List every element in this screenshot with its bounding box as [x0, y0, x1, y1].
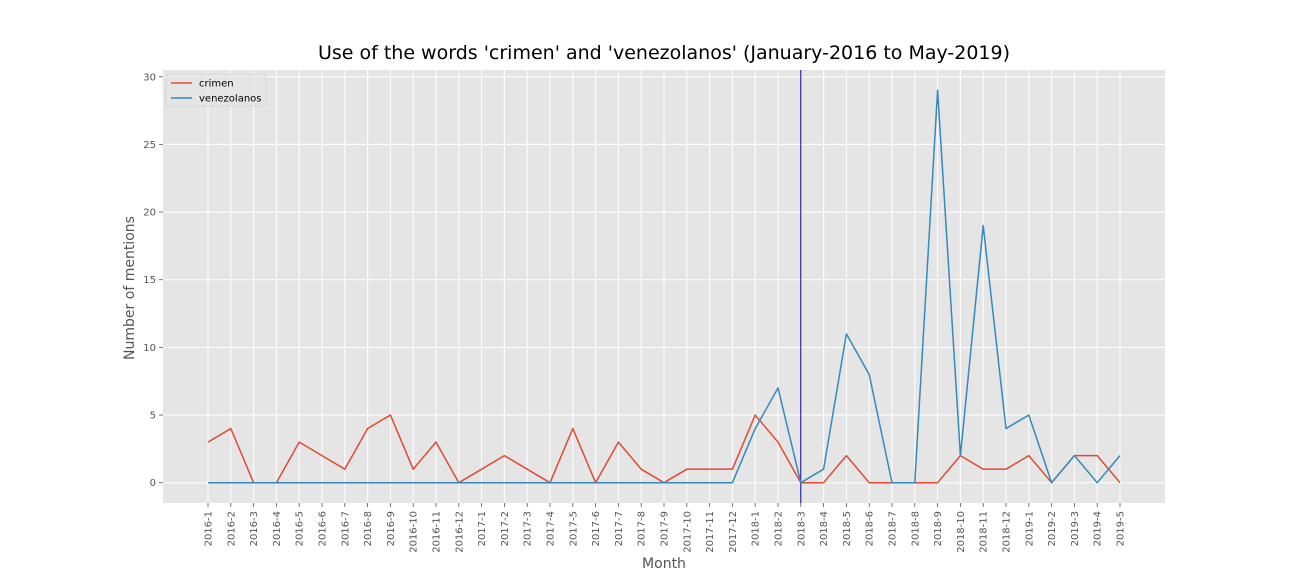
- x-tick-label: 2016-8: [363, 511, 374, 546]
- gridlines: [163, 70, 1165, 503]
- x-tick-label: 2018-8: [910, 511, 921, 546]
- x-tick-label: 2018-4: [819, 511, 830, 546]
- legend-label-venezolanos: venezolanos: [199, 94, 262, 105]
- y-tick-label: 30: [143, 72, 156, 83]
- series-line-venezolanos: [208, 89, 1121, 484]
- x-tick-label: 2018-7: [888, 511, 899, 546]
- x-tick-label: 2019-4: [1093, 511, 1104, 546]
- y-tick-label: 15: [143, 275, 156, 286]
- x-tick-label: 2017-7: [614, 511, 625, 546]
- y-tick-label: 0: [150, 478, 156, 489]
- y-tick-label: 10: [143, 343, 156, 354]
- x-tick-label: 2017-4: [546, 511, 557, 546]
- x-tick-label: 2017-10: [682, 511, 693, 553]
- x-axis-label: Month: [642, 556, 686, 572]
- x-tick-label: 2018-5: [842, 511, 853, 546]
- series-layer: [207, 89, 1121, 484]
- x-tick-label: 2017-6: [591, 511, 602, 546]
- x-tick-label: 2017-2: [500, 511, 511, 546]
- x-tick-label: 2018-11: [979, 511, 990, 553]
- x-tick-label: 2019-3: [1070, 511, 1081, 546]
- x-tick-label: 2018-9: [933, 511, 944, 546]
- x-tick-label: 2017-11: [705, 511, 716, 553]
- x-tick-label: 2017-1: [477, 511, 488, 546]
- x-axis-ticks: 2016-1 2016-2 2016-3 2016-4 2016-5 2016-6 2016…: [204, 503, 1127, 553]
- x-tick-label: 2017-3: [523, 511, 534, 546]
- y-axis-label: Number of mentions: [122, 216, 138, 360]
- y-tick-label: 5: [150, 411, 156, 422]
- x-tick-label: 2016-1: [204, 511, 215, 546]
- x-tick-label: 2016-7: [340, 511, 351, 546]
- x-tick-label: 2019-1: [1024, 511, 1035, 546]
- legend: crimen venezolanos: [165, 73, 267, 107]
- x-tick-label: 2018-6: [865, 511, 876, 546]
- x-tick-label: 2018-2: [774, 511, 785, 546]
- x-tick-label: 2017-12: [728, 511, 739, 553]
- y-tick-label: 20: [143, 208, 156, 219]
- x-tick-label: 2016-3: [249, 511, 260, 546]
- x-tick-label: 2016-12: [454, 511, 465, 553]
- x-tick-label: 2016-5: [295, 511, 306, 546]
- x-tick-label: 2018-3: [796, 511, 807, 546]
- x-tick-label: 2017-8: [637, 511, 648, 546]
- y-tick-label: 25: [143, 140, 156, 151]
- x-tick-label: 2018-12: [1002, 511, 1013, 553]
- x-tick-label: 2016-10: [409, 511, 420, 553]
- x-tick-label: 2016-6: [318, 511, 329, 546]
- x-tick-label: 2016-4: [272, 511, 283, 546]
- chart-title: Use of the words 'crimen' and 'venezolan…: [318, 42, 1010, 64]
- x-tick-label: 2016-2: [226, 511, 237, 546]
- legend-label-crimen: crimen: [199, 79, 234, 90]
- y-axis-ticks: 0 5 10 15 20 25 30: [143, 72, 163, 489]
- x-tick-label: 2017-9: [660, 511, 671, 546]
- x-tick-label: 2019-5: [1116, 511, 1127, 546]
- x-tick-label: 2019-2: [1047, 511, 1058, 546]
- x-tick-label: 2018-1: [751, 511, 762, 546]
- x-tick-label: 2018-10: [956, 511, 967, 553]
- x-tick-label: 2017-5: [568, 511, 579, 546]
- x-tick-label: 2016-11: [432, 511, 443, 553]
- x-tick-label: 2016-9: [386, 511, 397, 546]
